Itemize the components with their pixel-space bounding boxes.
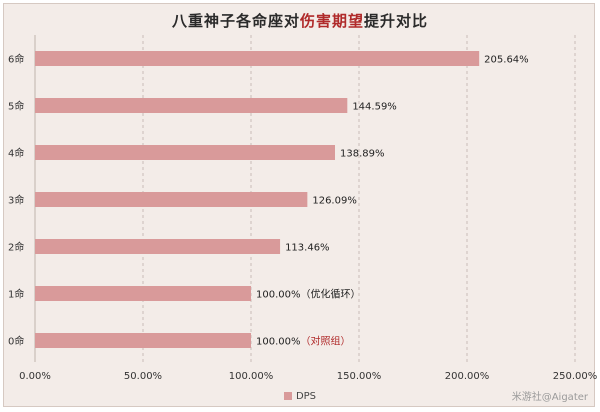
data-label: 138.89% — [340, 149, 385, 160]
category-label: 4命 — [8, 147, 24, 160]
legend-swatch — [283, 392, 292, 400]
data-label: 100.00%（优化循环） — [256, 288, 361, 301]
bar — [35, 239, 281, 254]
x-tick-label: 250.00% — [553, 371, 598, 382]
data-label: 126.09% — [312, 196, 357, 207]
legend: DPS — [0, 391, 600, 402]
chart-title: 八重神子各命座对伤害期望提升对比 — [0, 10, 600, 31]
category-label: 0命 — [8, 335, 24, 348]
x-tick-label: 50.00% — [124, 371, 162, 382]
data-label-note: （优化循环） — [301, 288, 361, 301]
data-label: 113.46% — [285, 243, 330, 254]
data-label: 100.00%（对照组） — [256, 335, 351, 348]
x-tick-label: 100.00% — [229, 371, 274, 382]
title-part-3: 提升对比 — [364, 12, 429, 30]
legend-label: DPS — [295, 391, 317, 402]
data-label: 144.59% — [352, 102, 397, 113]
x-tick-label: 200.00% — [445, 371, 490, 382]
category-label: 6命 — [8, 53, 24, 66]
category-label: 1命 — [8, 288, 24, 301]
data-label: 205.64% — [484, 55, 528, 66]
category-label: 3命 — [8, 194, 24, 207]
category-label: 5命 — [8, 100, 24, 113]
title-part-highlight: 伤害期望 — [299, 12, 364, 30]
x-tick-label: 150.00% — [337, 371, 382, 382]
bar — [35, 145, 336, 160]
title-part-1: 八重神子各命座对 — [171, 12, 300, 30]
bar — [35, 192, 308, 207]
bar — [35, 286, 251, 301]
bar — [35, 51, 480, 66]
watermark: 米游社@Aigater — [511, 392, 588, 403]
bar — [35, 98, 348, 113]
category-label: 2命 — [8, 241, 24, 254]
data-label-note: （对照组） — [301, 335, 351, 348]
x-tick-label: 0.00% — [19, 371, 51, 382]
bar — [35, 333, 251, 348]
